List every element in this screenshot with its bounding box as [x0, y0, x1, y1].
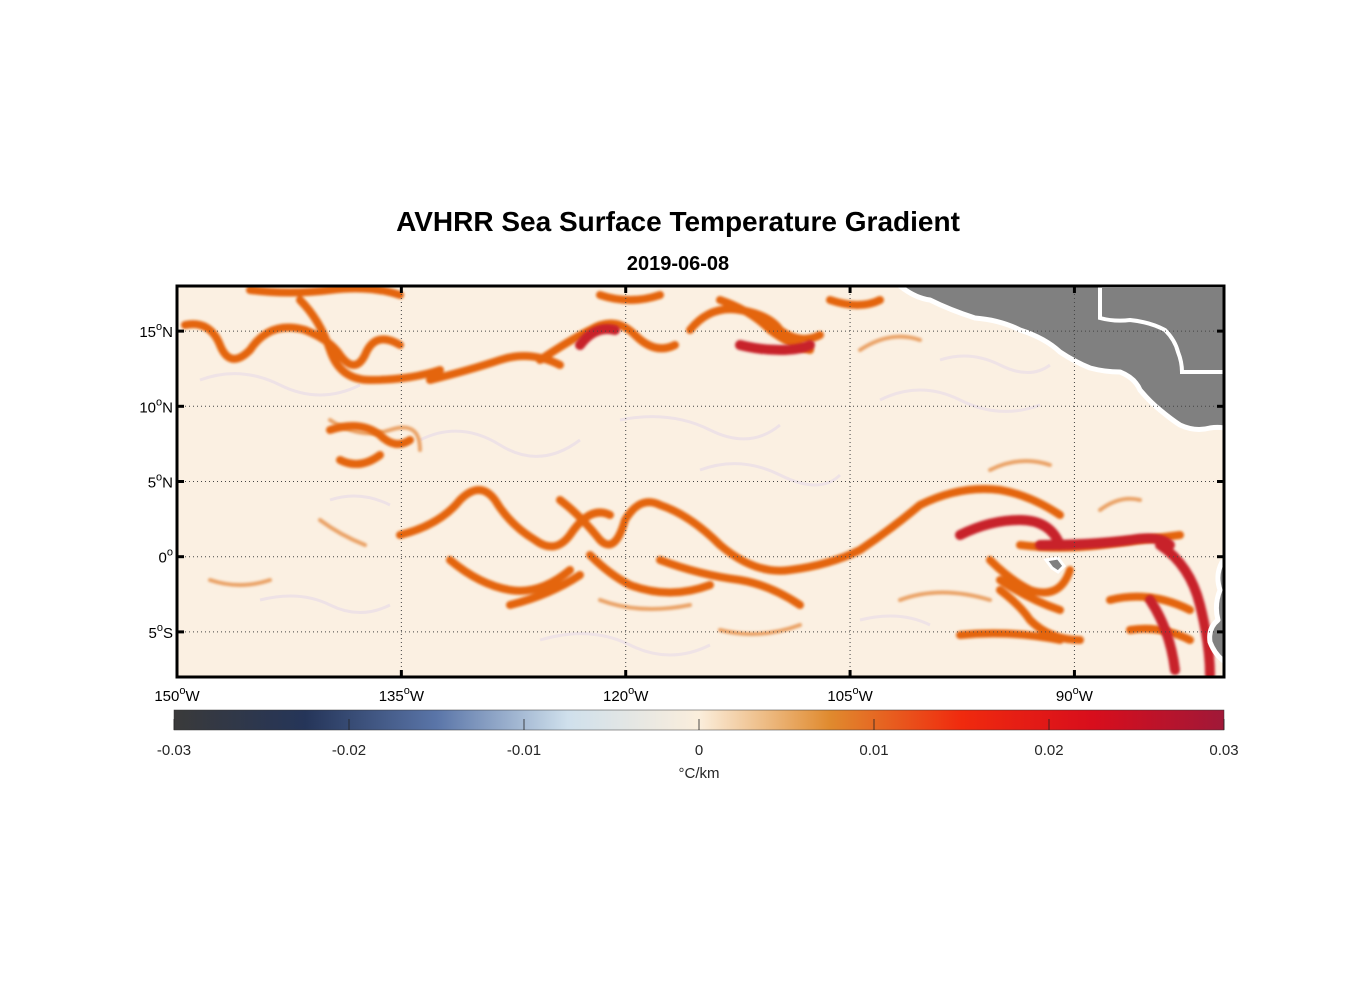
axis-ticks: 150oW 135oW 120oW 105oW 90oW 15oN 10oN 5oN 0o 5oS — [139, 286, 1224, 705]
chart-subtitle: 2019-06-08 — [626, 253, 730, 275]
lon-tick-label: 150oW — [154, 685, 200, 705]
colorbar-tick-label: -0.01 — [507, 742, 541, 759]
lat-tick-label: 15oN — [139, 321, 173, 341]
colorbar-ticks: -0.03 -0.02 -0.01 0 0.01 0.02 0.03 — [157, 719, 1239, 759]
lon-tick-label: 135oW — [379, 685, 425, 705]
gradient-texture — [199, 354, 1051, 657]
lat-tick-label: 10oN — [139, 396, 173, 416]
land-central-america-coast — [1098, 286, 1224, 374]
colorbar-tick-label: 0.03 — [1209, 742, 1238, 759]
land-galapagos — [1043, 556, 1066, 574]
lon-tick-label: 120oW — [603, 685, 649, 705]
lon-tick-label: 105oW — [827, 685, 873, 705]
grid-lines — [177, 286, 1224, 677]
strong-fronts — [575, 324, 1215, 677]
colorbar-tick-label: -0.03 — [157, 742, 191, 759]
colorbar-tick-label: -0.02 — [332, 742, 366, 759]
lat-tick-label: 5oS — [149, 622, 173, 642]
colorbar-tick-label: 0.01 — [859, 742, 888, 759]
colorbar-tick-label: 0.02 — [1034, 742, 1063, 759]
lat-tick-label: 0o — [159, 547, 173, 567]
chart-title: AVHRR Sea Surface Temperature Gradient — [396, 206, 960, 237]
lat-tick-label: 5oN — [148, 472, 173, 492]
land-south-america — [1207, 558, 1224, 665]
colorbar-tick-label: 0 — [695, 742, 703, 759]
colorbar-label: °C/km — [679, 765, 720, 782]
lon-tick-label: 90oW — [1056, 685, 1094, 705]
map-content — [181, 286, 1224, 677]
